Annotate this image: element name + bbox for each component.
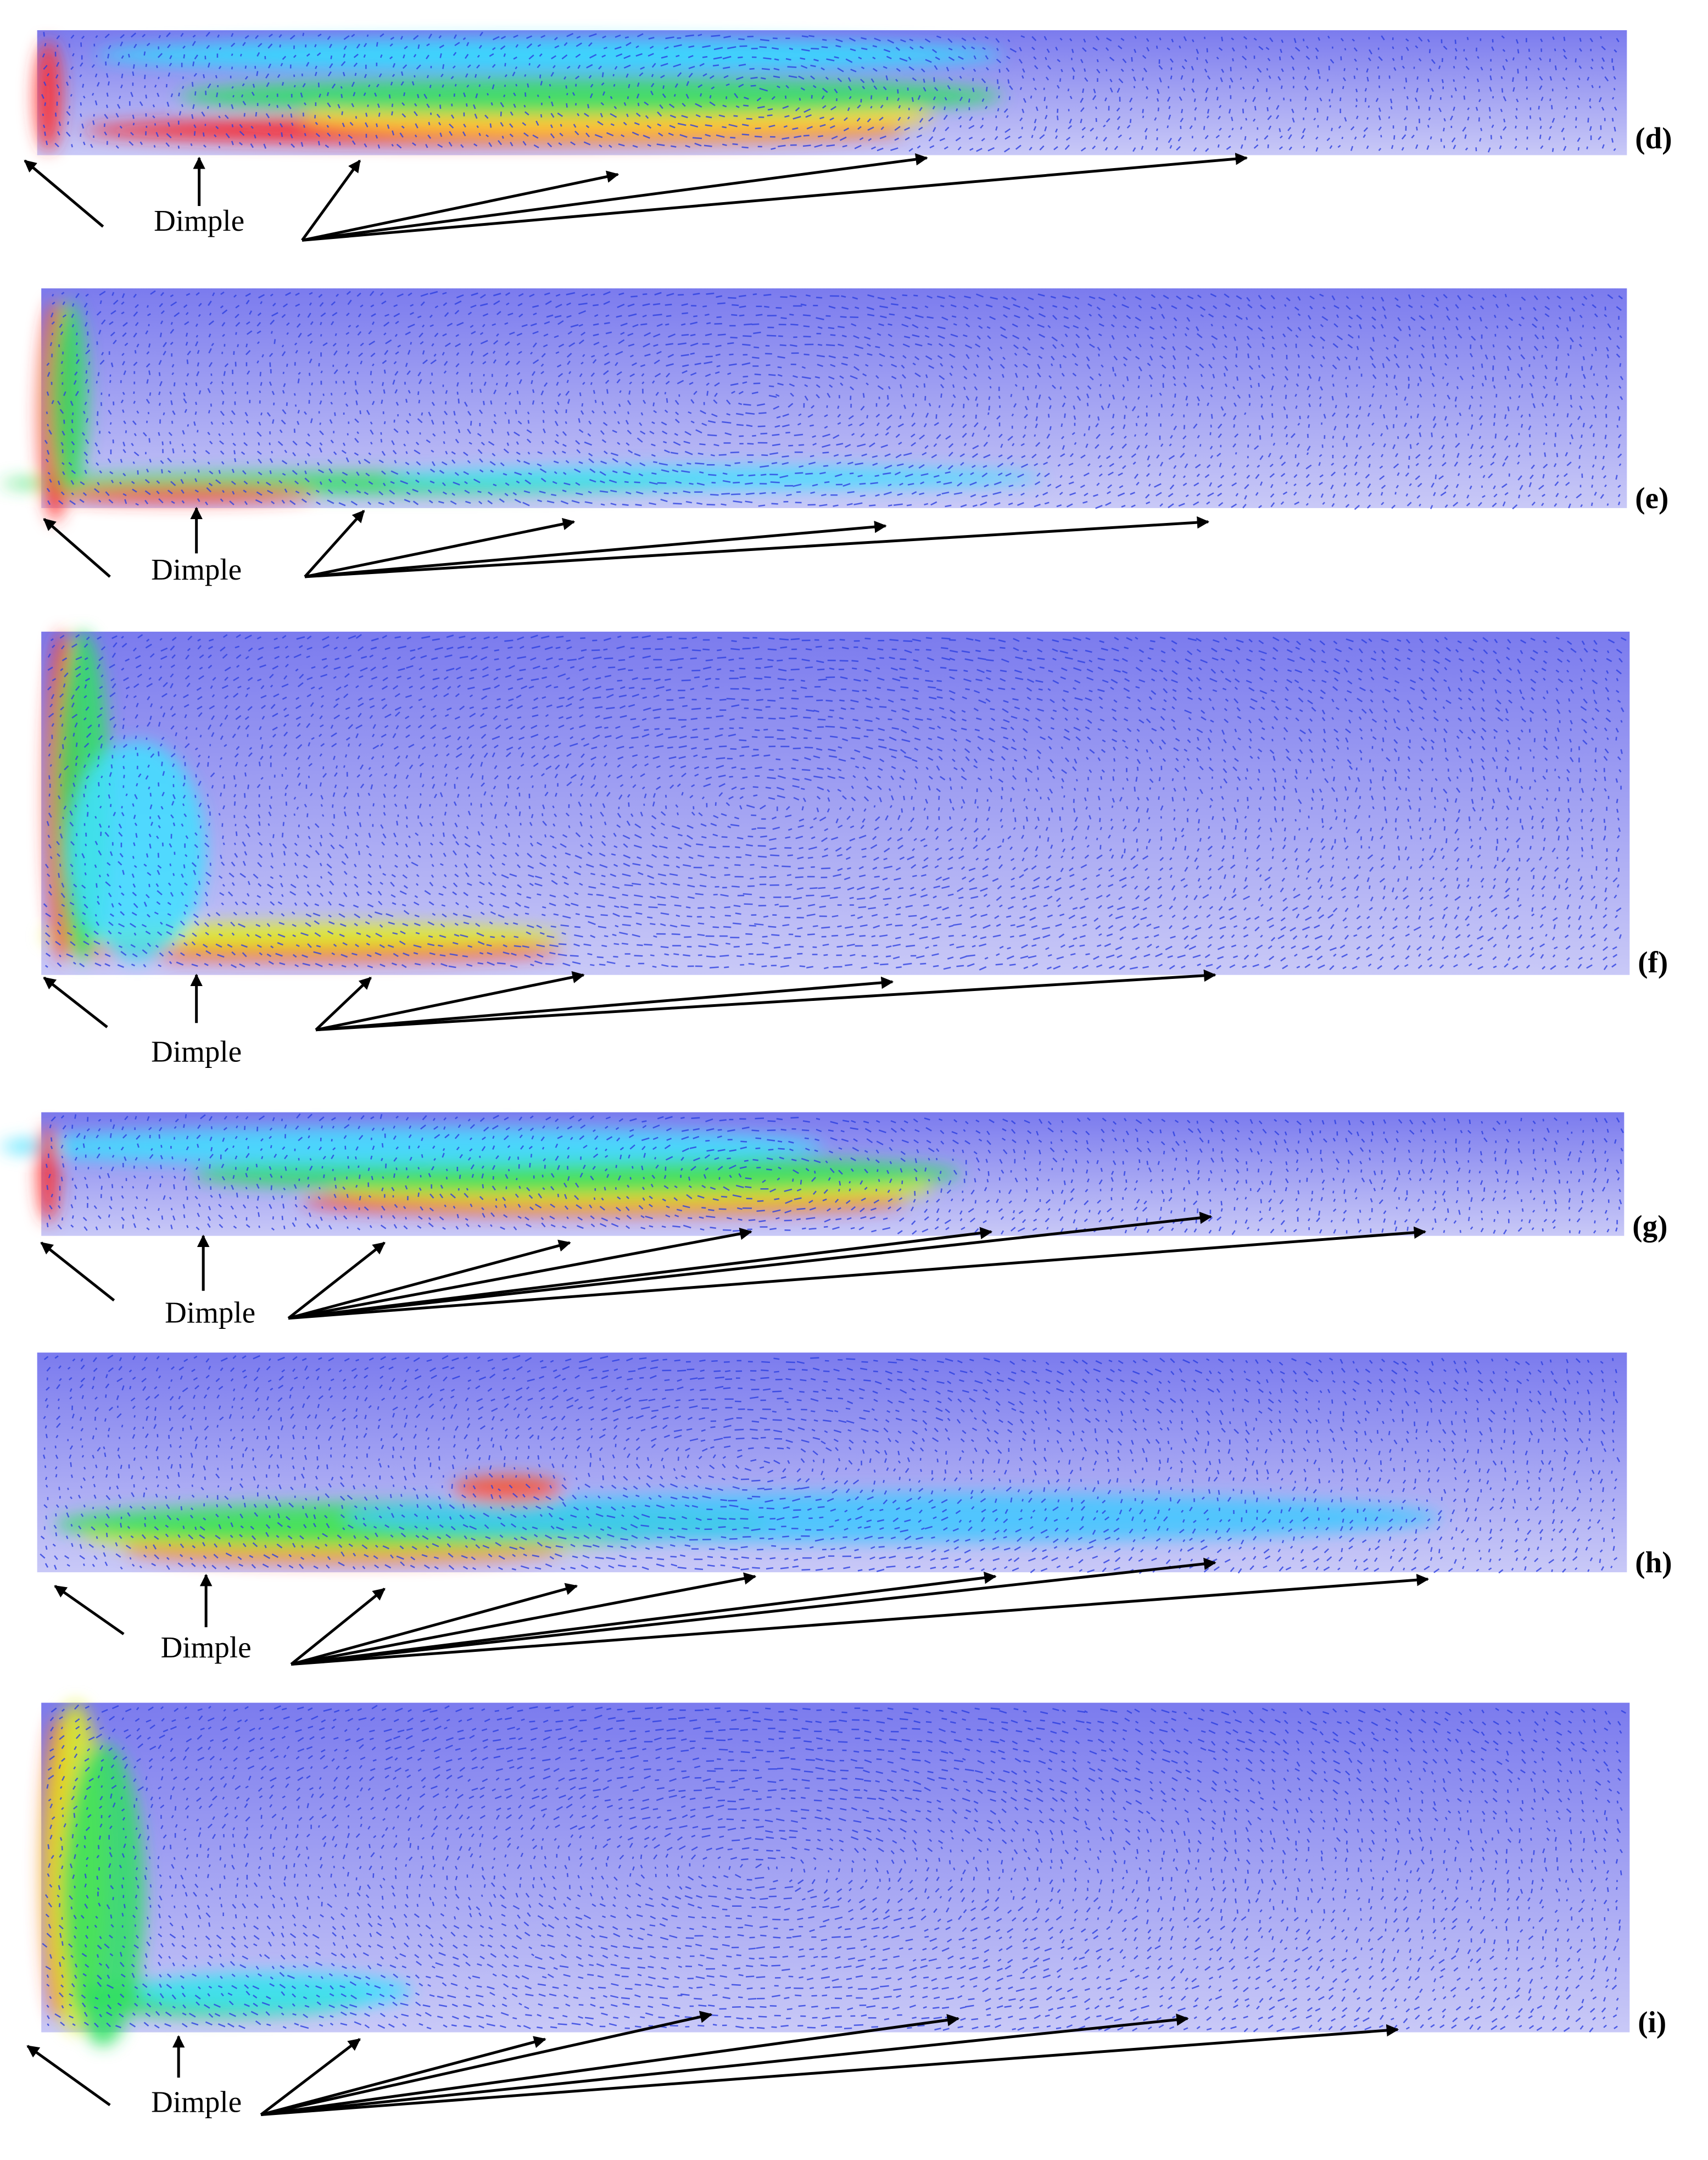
arrow bbox=[24, 159, 104, 228]
arrow bbox=[260, 2036, 546, 2116]
panel-label: (e) bbox=[1635, 481, 1668, 515]
velocity-hot-region bbox=[96, 38, 1002, 71]
velocity-hot-region bbox=[384, 466, 1043, 489]
velocity-vectors bbox=[44, 290, 1623, 510]
velocity-vectors bbox=[43, 634, 1627, 971]
dimple-label: Dimple bbox=[165, 1295, 255, 1329]
arrow bbox=[302, 153, 928, 242]
panel-label: (d) bbox=[1635, 121, 1672, 155]
arrow bbox=[43, 517, 111, 578]
arrow bbox=[304, 516, 1210, 578]
arrow bbox=[288, 1227, 993, 1320]
panel: (f) Dimple bbox=[41, 631, 1668, 1068]
dimple-label: Dimple bbox=[151, 2085, 242, 2119]
arrow bbox=[40, 1242, 115, 1302]
panel: (h) Dimple bbox=[37, 1352, 1672, 1666]
velocity-hot-region bbox=[69, 741, 206, 961]
velocity-hot-region bbox=[137, 1972, 412, 2011]
arrow bbox=[291, 1573, 1430, 1666]
panel: (d) Dimple bbox=[24, 30, 1672, 242]
dimple-label: Dimple bbox=[161, 1630, 252, 1664]
hot-region-group bbox=[0, 1126, 961, 1222]
arrow bbox=[304, 510, 365, 578]
arrow bbox=[315, 971, 585, 1032]
arrow bbox=[260, 2014, 960, 2116]
velocity-hot-region bbox=[0, 1127, 824, 1166]
arrow bbox=[291, 1571, 997, 1666]
arrow bbox=[291, 1583, 578, 1666]
hot-region-group bbox=[41, 631, 563, 961]
hot-region-group bbox=[34, 38, 1002, 151]
arrow bbox=[304, 520, 887, 578]
arrow bbox=[260, 2024, 1399, 2117]
velocity-hot-region bbox=[453, 1476, 563, 1504]
arrow bbox=[301, 159, 361, 241]
panel-background bbox=[41, 631, 1630, 975]
arrow bbox=[260, 2011, 713, 2116]
dimple-label: Dimple bbox=[151, 553, 242, 586]
panel: (e) Dimple bbox=[0, 288, 1668, 586]
arrow bbox=[26, 2045, 111, 2107]
velocity-vectors bbox=[45, 1113, 1624, 1235]
arrow bbox=[288, 1239, 571, 1320]
arrow bbox=[288, 1226, 1427, 1320]
arrow bbox=[260, 2013, 1189, 2116]
arrow bbox=[54, 1585, 125, 1635]
arrow bbox=[302, 153, 1248, 242]
arrow bbox=[291, 1557, 1216, 1666]
arrow bbox=[287, 1242, 386, 1320]
panel-label: (g) bbox=[1632, 1209, 1667, 1243]
velocity-hot-region bbox=[41, 486, 316, 503]
arrow bbox=[288, 1211, 1213, 1320]
velocity-hot-region bbox=[37, 1126, 59, 1222]
arrow bbox=[291, 1572, 757, 1666]
velocity-hot-region bbox=[34, 41, 62, 151]
dimple-label: Dimple bbox=[151, 1034, 242, 1068]
velocity-vectors bbox=[42, 1704, 1626, 2033]
panel-label: (i) bbox=[1638, 2006, 1666, 2039]
panel: (i) Dimple bbox=[26, 1702, 1666, 2119]
arrow bbox=[304, 517, 576, 578]
arrow bbox=[302, 170, 619, 242]
panel-label: (h) bbox=[1635, 1545, 1672, 1579]
arrow bbox=[315, 976, 372, 1031]
dimple-label: Dimple bbox=[154, 204, 244, 237]
velocity-hot-region bbox=[178, 76, 1002, 115]
arrow bbox=[43, 976, 108, 1028]
arrow bbox=[315, 976, 894, 1032]
velocity-vectors bbox=[40, 1354, 1620, 1574]
arrow bbox=[260, 2038, 361, 2116]
panel: (g) Dimple bbox=[0, 1112, 1667, 1329]
arrow bbox=[315, 969, 1216, 1032]
panel-label: (f) bbox=[1638, 945, 1668, 979]
velocity-hot-region bbox=[49, 302, 88, 494]
arrow bbox=[290, 1588, 386, 1666]
velocity-vectors bbox=[41, 31, 1620, 153]
hot-region-group bbox=[0, 302, 1043, 522]
arrow bbox=[288, 1227, 752, 1320]
